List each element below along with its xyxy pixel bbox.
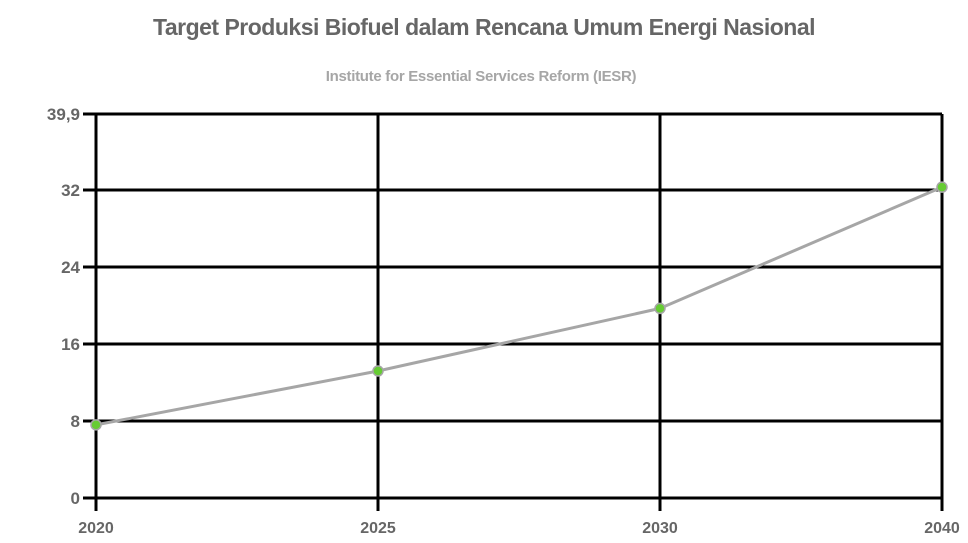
y-tick-label: 39,9 xyxy=(47,105,80,124)
x-axis-ticks: 2020 2025 2030 2040 xyxy=(78,520,960,537)
chart-subtitle: Institute for Essential Services Reform … xyxy=(325,68,637,85)
y-tick-label: 8 xyxy=(71,412,80,431)
x-tick-label: 2025 xyxy=(360,520,396,537)
y-tick-label: 32 xyxy=(61,181,80,200)
chart-title: Target Produksi Biofuel dalam Rencana Um… xyxy=(152,14,816,40)
y-tick-label: 0 xyxy=(71,489,80,508)
series-line xyxy=(95,185,943,427)
data-point-marker[interactable] xyxy=(936,181,948,193)
data-point-marker[interactable] xyxy=(372,365,384,377)
x-tick-label: 2040 xyxy=(924,520,960,537)
y-tick-label: 24 xyxy=(61,258,80,277)
data-point-marker[interactable] xyxy=(654,302,666,315)
y-tick-label: 16 xyxy=(61,335,80,354)
y-axis-ticks: 0 8 16 24 32 39,9 xyxy=(47,105,81,508)
data-series xyxy=(90,181,948,431)
x-tick-label: 2020 xyxy=(78,520,114,537)
data-point-marker[interactable] xyxy=(90,419,102,431)
grid-lines xyxy=(83,112,944,511)
x-tick-label: 2030 xyxy=(642,520,678,537)
